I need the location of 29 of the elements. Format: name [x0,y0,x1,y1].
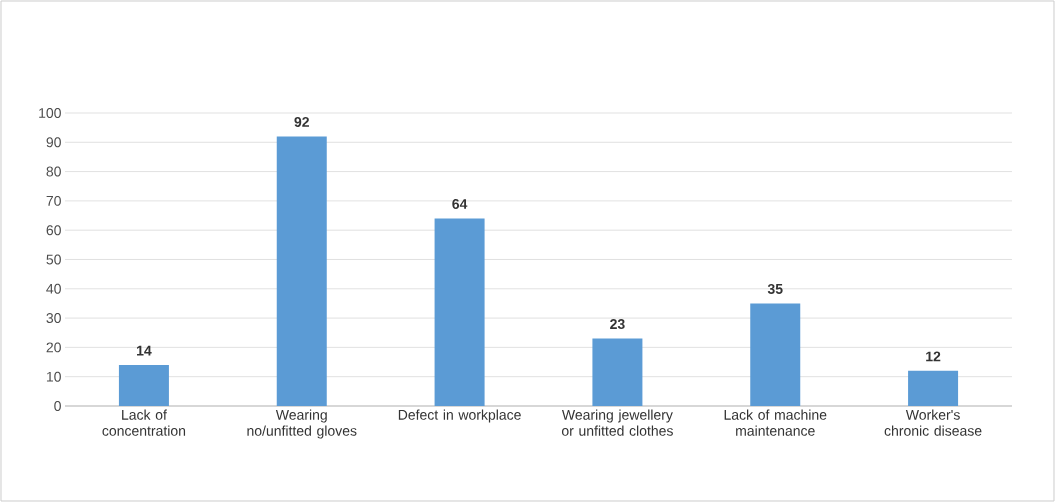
bar [118,364,169,406]
y-tick-label: 80 [46,166,61,177]
bar [592,338,643,406]
bar [908,370,959,406]
data-label: 23 [610,319,625,330]
y-tick-label: 90 [46,137,61,148]
y-tick-label: 30 [46,313,61,324]
y-tick-label: 60 [46,225,61,236]
y-tick-label: 50 [46,254,61,265]
x-tick-label: Lack of machine maintenance [724,409,827,436]
data-label: 92 [294,116,309,127]
data-label: 14 [137,345,152,356]
data-label: 35 [767,283,783,294]
y-tick-label: 0 [54,401,61,411]
x-tick-label: Lack of concentration [102,409,186,436]
y-tick-label: 40 [46,283,61,294]
bar [434,218,485,406]
y-tick-label: 70 [46,195,61,206]
x-tick-label: Wearing no/unfitted gloves [247,409,357,439]
y-tick-label: 10 [46,371,61,382]
y-tick-label: 20 [46,342,61,353]
data-label: 12 [926,351,941,362]
x-tick-label: Wearing jewellery or unfitted clothes [561,409,673,436]
x-tick-label: Worker's chronic disease [884,409,982,436]
x-tick-label: Defect in workplace [398,409,521,423]
data-label: 64 [452,199,468,209]
bar [276,136,327,406]
y-tick-label: 100 [39,108,61,118]
bar [750,303,801,406]
